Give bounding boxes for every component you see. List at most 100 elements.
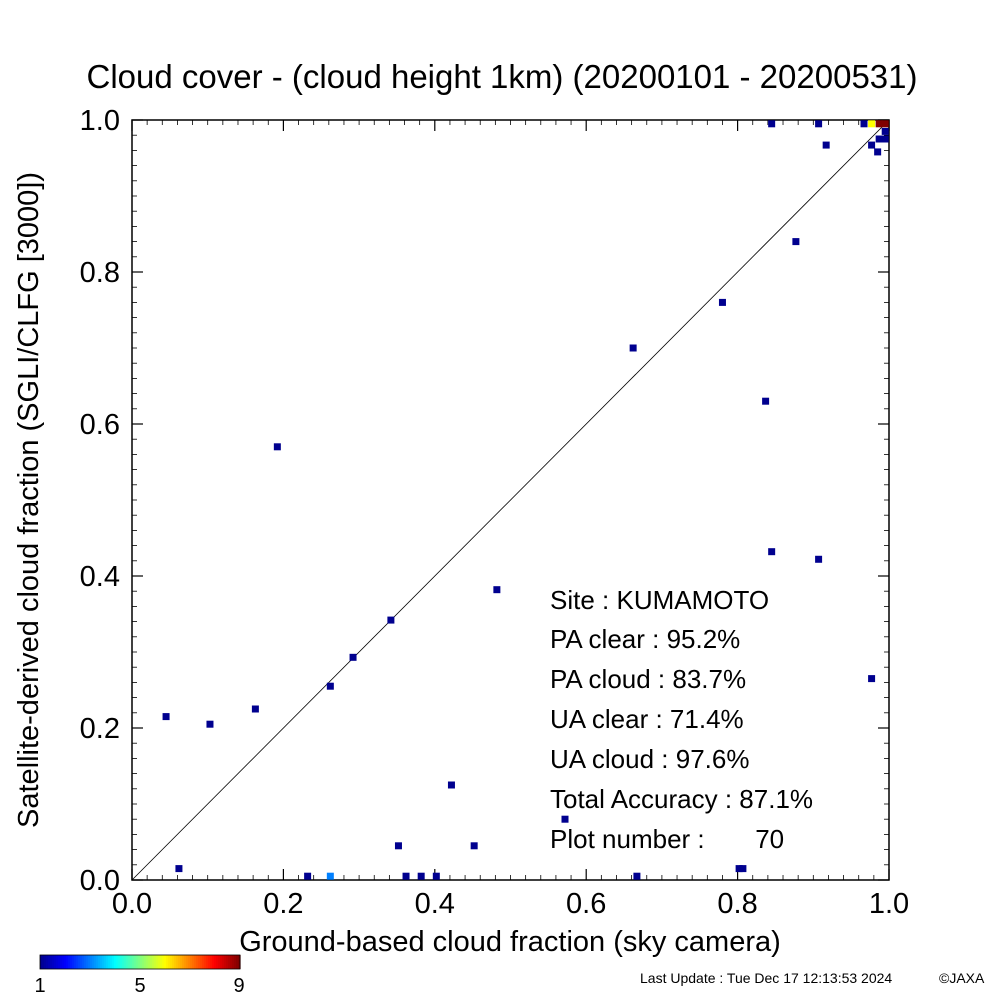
y-tick-label: 1.0 [80,105,120,137]
colorbar-cell [158,955,161,969]
colorbar-cell [124,955,127,969]
colorbar-cell [40,955,43,969]
data-point [349,653,357,661]
colorbar-cell [188,955,191,969]
colorbar-cell [214,955,217,969]
colorbar-cell [88,955,91,969]
colorbar-cell [192,955,195,969]
colorbar-cell [48,955,51,969]
data-point [874,148,882,156]
colorbar-cell [168,955,171,969]
colorbar-cell [216,955,219,969]
colorbar-cell [142,955,145,969]
colorbar-cell [150,955,153,969]
data-point [251,705,259,713]
data-point [881,127,889,135]
data-point [402,872,410,880]
colorbar-cell [154,955,157,969]
colorbar-cell [46,955,49,969]
colorbar-cell [86,955,89,969]
colorbar-cell [74,955,77,969]
stats-box: Site : KUMAMOTO PA clear : 95.2% PA clou… [550,585,813,854]
data-point [768,120,776,128]
colorbar-cell [144,955,147,969]
colorbar-cell [182,955,185,969]
colorbar-cell [80,955,83,969]
colorbar-cell [42,955,45,969]
last-update-text: Last Update : Tue Dec 17 12:13:53 2024 [640,970,892,986]
chart-title: Cloud cover - (cloud height 1km) (202001… [87,58,918,95]
colorbar-cell [238,955,241,969]
x-tick-label: 0.8 [717,888,757,920]
data-point [875,120,883,128]
data-point [206,720,214,728]
colorbar-cell [106,955,109,969]
data-point [718,298,726,306]
data-point [815,555,823,563]
colorbar-cell [58,955,61,969]
colorbar-cell [104,955,107,969]
colorbar-cell [90,955,93,969]
x-tick-label: 0.0 [112,888,152,920]
axis-ticks [131,119,890,881]
x-tick-labels: 0.0 0.2 0.4 0.6 0.8 1.0 [112,888,909,920]
data-point [417,872,425,880]
colorbar-max-label: 9 [233,975,244,997]
colorbar-cell [178,955,181,969]
colorbar-cell [204,955,207,969]
colorbar-cell [202,955,205,969]
colorbar-cell [232,955,235,969]
colorbar-cell [186,955,189,969]
colorbar-cell [198,955,201,969]
colorbar-cell [108,955,111,969]
y-tick-labels: 0.0 0.2 0.4 0.6 0.8 1.0 [80,105,120,897]
reference-line [131,119,890,881]
data-point [561,815,569,823]
colorbar-cell [164,955,167,969]
colorbar-frame [39,954,241,970]
stat-total-accuracy: Total Accuracy : 87.1% [550,784,813,814]
y-tick-label: 0.8 [80,257,120,289]
colorbar-cell [44,955,47,969]
colorbar-cell [224,955,227,969]
y-tick-label: 0.0 [80,865,120,897]
colorbar-cell [72,955,75,969]
colorbar-cell [166,955,169,969]
stat-ua-cloud: UA cloud : 97.6% [550,744,749,774]
colorbar-cell [122,955,125,969]
data-point [875,135,883,143]
data-point [739,865,747,873]
colorbar-cell [226,955,229,969]
colorbar-cell [92,955,95,969]
copyright-text: ©JAXA [939,970,985,986]
colorbar-cell [70,955,73,969]
colorbar-cell [82,955,85,969]
colorbar-mid-label: 5 [134,975,145,997]
colorbar-cell [100,955,103,969]
stat-site: Site : KUMAMOTO [550,585,769,615]
colorbar-cell [60,955,63,969]
colorbar-cell [180,955,183,969]
colorbar-cell [210,955,213,969]
data-point [633,872,641,880]
colorbar-cell [64,955,67,969]
colorbar-cell [172,955,175,969]
x-tick-label: 1.0 [869,888,909,920]
data-point [493,586,501,594]
colorbar-cell [134,955,137,969]
data-point [762,397,770,405]
y-tick-label: 0.4 [80,561,120,593]
stat-ua-clear: UA clear : 71.4% [550,704,744,734]
colorbar-cell [114,955,117,969]
colorbar-cell [126,955,129,969]
colorbar-cell [54,955,57,969]
data-point [162,713,170,721]
colorbar-cell [222,955,225,969]
colorbar-gradient [40,955,241,969]
colorbar-cell [184,955,187,969]
colorbar-cell [236,955,239,969]
colorbar-cell [218,955,221,969]
x-axis-label: Ground-based cloud fraction (sky camera) [239,926,781,958]
data-point [868,120,876,128]
data-point [326,682,334,690]
